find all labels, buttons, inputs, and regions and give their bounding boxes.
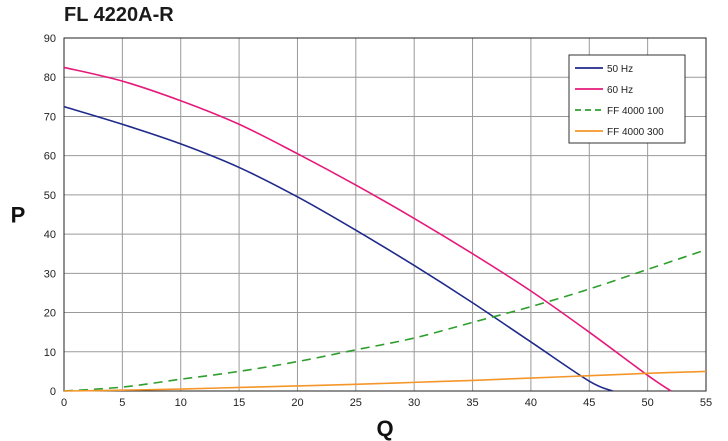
y-tick-label: 30 bbox=[44, 268, 56, 280]
ticks-layer: 0 5 10 15 20 25 30 35 40 45 50 55 0 10 20 30 40 50 60 70 80 9… bbox=[44, 33, 712, 409]
x-tick-label: 35 bbox=[466, 397, 478, 409]
y-tick-label: 60 bbox=[44, 151, 56, 163]
y-tick-label: 50 bbox=[44, 190, 56, 202]
y-tick-label: 20 bbox=[44, 308, 56, 320]
x-tick-label: 20 bbox=[291, 397, 303, 409]
x-axis-label: Q bbox=[376, 416, 393, 441]
x-tick-label: 30 bbox=[408, 397, 420, 409]
series-layer bbox=[63, 66, 707, 392]
y-tick-label: 70 bbox=[44, 111, 56, 123]
series-line-2 bbox=[63, 66, 672, 392]
chart-title: FL 4220A-R bbox=[64, 4, 174, 26]
series-line-4 bbox=[63, 370, 707, 392]
legend: 50 Hz 60 Hz FF 4000 100 FF 4000 300 bbox=[568, 54, 686, 144]
x-tick-label: 40 bbox=[525, 397, 537, 409]
legend-label: 60 Hz bbox=[607, 85, 633, 96]
x-tick-label: 5 bbox=[119, 397, 125, 409]
x-tick-label: 15 bbox=[233, 397, 245, 409]
legend-label: FF 4000 100 bbox=[607, 106, 664, 117]
x-tick-label: 45 bbox=[583, 397, 595, 409]
plot-frame bbox=[63, 37, 707, 392]
series-line-1 bbox=[63, 105, 613, 392]
x-tick-label: 25 bbox=[350, 397, 362, 409]
x-tick-label: 10 bbox=[175, 397, 187, 409]
legend-label: FF 4000 300 bbox=[607, 127, 664, 138]
y-tick-label: 10 bbox=[44, 347, 56, 359]
x-tick-label: 50 bbox=[642, 397, 654, 409]
y-tick-label: 90 bbox=[44, 33, 56, 45]
x-tick-label: 0 bbox=[61, 397, 67, 409]
y-axis-label: P bbox=[11, 203, 26, 228]
legend-box bbox=[568, 54, 686, 144]
series-line-3 bbox=[63, 249, 707, 392]
y-tick-label: 0 bbox=[50, 386, 56, 398]
x-tick-label: 55 bbox=[700, 397, 712, 409]
legend-label: 50 Hz bbox=[607, 64, 633, 75]
y-tick-label: 40 bbox=[44, 229, 56, 241]
y-tick-label: 80 bbox=[44, 72, 56, 84]
